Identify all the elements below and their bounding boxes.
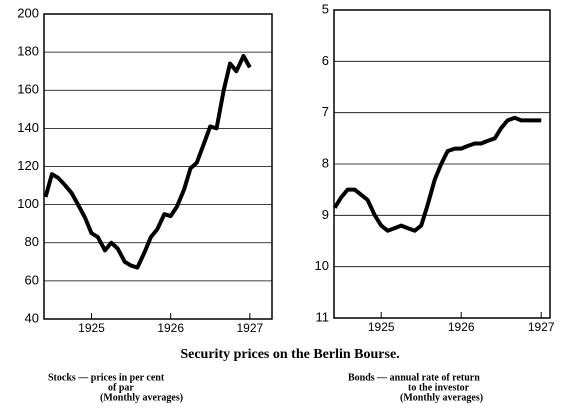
y-tick-label: 60 <box>25 272 39 287</box>
y-tick-label: 5 <box>322 1 329 16</box>
y-tick-label: 10 <box>315 258 329 273</box>
y-tick-label: 100 <box>17 196 39 211</box>
x-tick-label: 1927 <box>528 320 555 334</box>
y-tick-label: 180 <box>17 44 39 59</box>
y-tick-label: 200 <box>17 5 39 20</box>
caption: Stocks — prices in per cent <box>48 372 165 383</box>
y-tick-label: 140 <box>17 120 39 135</box>
y-tick-label: 40 <box>25 310 39 325</box>
data-line <box>43 53 252 270</box>
y-tick-label: 7 <box>322 104 329 119</box>
x-tick-label: 1926 <box>448 320 475 334</box>
x-tick-label: 1927 <box>236 321 263 335</box>
x-tick-label: 1926 <box>157 321 184 335</box>
caption: Bonds — annual rate of return <box>348 372 480 383</box>
y-tick-label: 160 <box>17 82 39 97</box>
y-tick-label: 6 <box>322 53 329 68</box>
y-tick-label: 11 <box>316 309 330 324</box>
y-tick-label: 8 <box>322 155 329 170</box>
caption: to the investor <box>408 382 470 393</box>
caption: (Monthly averages) <box>400 392 483 403</box>
y-tick-label: 120 <box>17 158 39 173</box>
data-line <box>333 115 542 233</box>
caption: (Monthly averages) <box>100 392 183 403</box>
chart-title: Security prices on the Berlin Bourse. <box>180 347 399 362</box>
caption: of par <box>108 382 134 393</box>
x-tick-label: 1925 <box>368 320 395 334</box>
y-tick-label: 9 <box>322 207 329 222</box>
x-tick-label: 1925 <box>78 321 105 335</box>
y-tick-label: 80 <box>25 234 39 249</box>
